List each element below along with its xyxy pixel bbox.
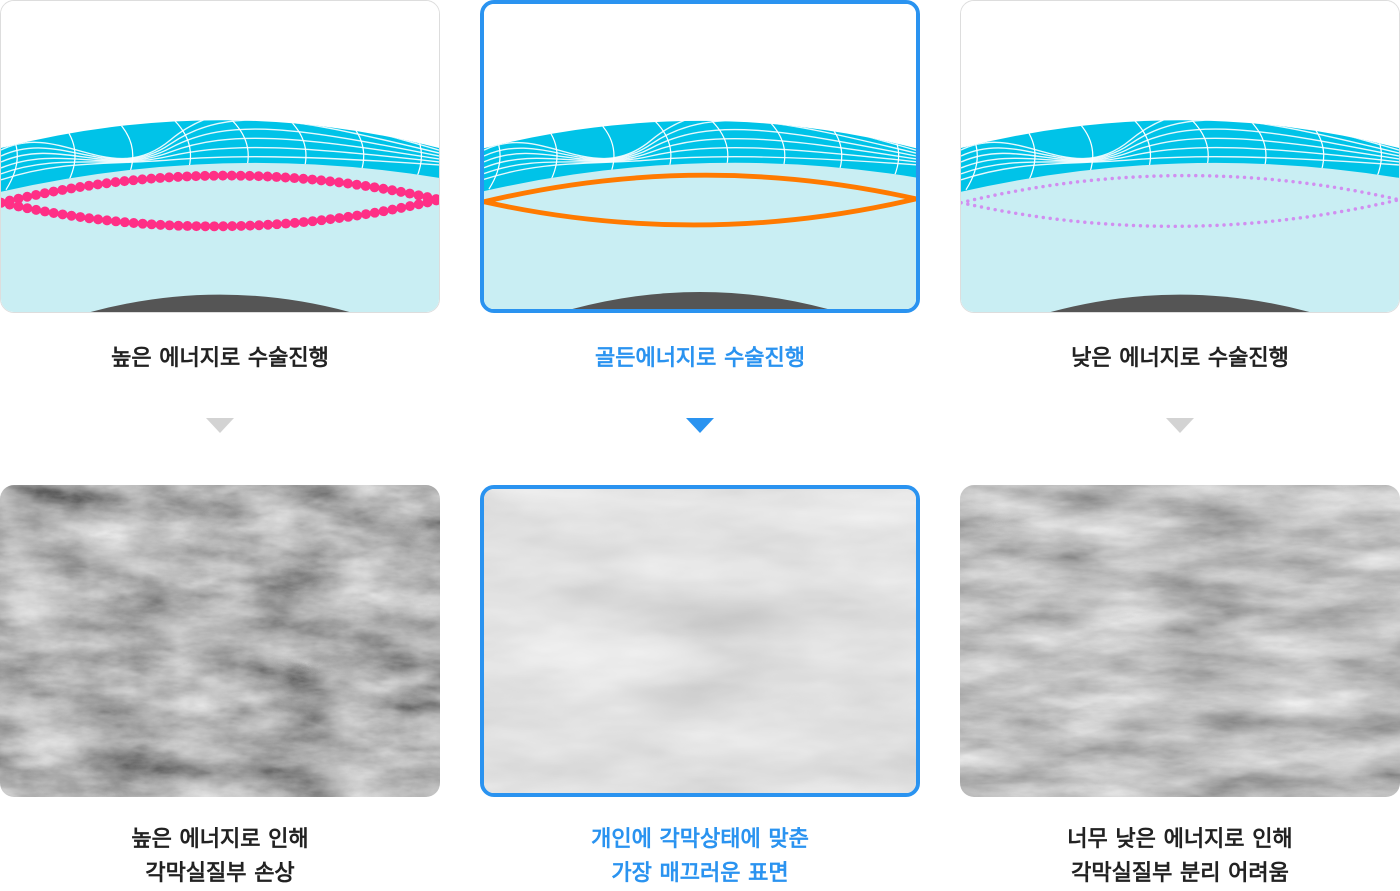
caption: 높은 에너지로 인해 각막실질부 손상 — [0, 823, 440, 891]
column: 골든에너지로 수술진행 개인에 각막상태에 맞춘 가장 매끄러운 표면 — [480, 0, 920, 886]
caption-line: 각막실질부 손상 — [145, 861, 295, 886]
column-title: 골든에너지로 수술진행 — [594, 346, 806, 371]
down-arrow — [686, 418, 714, 433]
column: 높은 에너지로 수술진행 높은 에너지로 인해 각막실질부 손상 — [0, 0, 440, 886]
surface-texture — [0, 485, 440, 797]
diagram-panel — [480, 0, 920, 313]
caption-line: 높은 에너지로 인해 — [131, 827, 309, 852]
down-arrow — [1166, 418, 1194, 433]
caption: 너무 낮은 에너지로 인해 각막실질부 분리 어려움 — [960, 823, 1400, 891]
caption-line: 너무 낮은 에너지로 인해 — [1067, 827, 1293, 852]
caption-line: 각막실질부 분리 어려움 — [1071, 861, 1289, 886]
down-arrow — [206, 418, 234, 433]
cornea-diagram — [1, 1, 439, 312]
surface-texture — [484, 489, 916, 793]
surface-image — [960, 485, 1400, 797]
column-title: 높은 에너지로 수술진행 — [111, 346, 329, 371]
surface-image — [0, 485, 440, 797]
column: 낮은 에너지로 수술진행 너무 낮은 에너지로 인해 각막실질부 분리 어려움 — [960, 0, 1400, 886]
diagram-panel — [960, 0, 1400, 313]
surface-texture — [960, 485, 1400, 797]
caption: 개인에 각막상태에 맞춘 가장 매끄러운 표면 — [480, 823, 920, 891]
column-title: 낮은 에너지로 수술진행 — [1071, 346, 1289, 371]
caption-line: 개인에 각막상태에 맞춘 — [591, 827, 809, 852]
cornea-diagram — [961, 1, 1399, 312]
caption-line: 가장 매끄러운 표면 — [611, 861, 789, 886]
diagram-panel — [0, 0, 440, 313]
cornea-diagram — [484, 4, 916, 309]
surface-image — [480, 485, 920, 797]
